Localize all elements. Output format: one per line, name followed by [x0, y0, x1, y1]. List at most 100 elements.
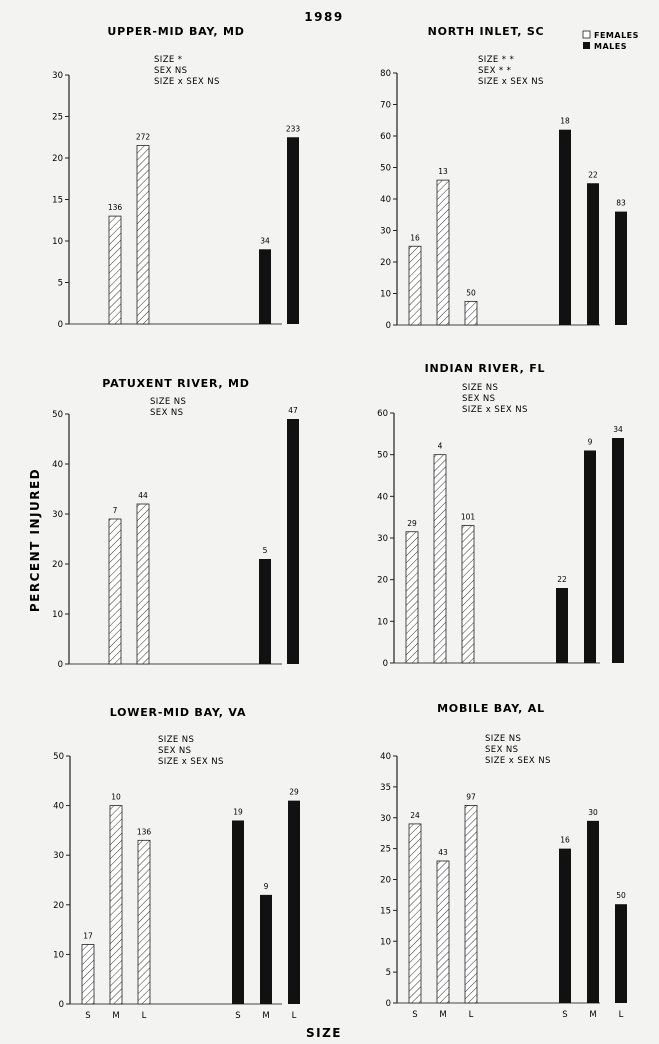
bar-female [405, 531, 419, 664]
bar-n-label: 22 [588, 170, 598, 179]
bar-n-label: 34 [613, 425, 623, 434]
y-tick-label: 10 [377, 617, 388, 627]
bar-n-label: 50 [616, 891, 626, 900]
bar-female [433, 454, 447, 664]
bar-female [109, 805, 123, 1005]
x-size-label: S [412, 1010, 417, 1020]
panel-title: MOBILE BAY, AL [437, 702, 545, 715]
bar-male [615, 211, 627, 325]
panel-stat: SEX NS [158, 746, 191, 756]
bar-female [136, 503, 150, 665]
bar-n-label: 29 [289, 788, 299, 797]
bar-male [288, 800, 300, 1004]
x-size-label: M [262, 1011, 269, 1021]
panel-stat: SEX NS [462, 394, 495, 404]
bar-male [559, 129, 571, 325]
bar-n-label: 7 [113, 506, 118, 515]
bar-male [587, 820, 599, 1003]
y-tick-label: 0 [58, 660, 63, 670]
panel-stat: SIZE NS [462, 383, 498, 393]
panel-stat: SEX NS [150, 408, 183, 418]
bar-n-label: 30 [588, 808, 598, 817]
bar-female [461, 525, 475, 664]
bar-male [587, 183, 599, 325]
bar-n-label: 22 [557, 575, 567, 584]
x-size-label: L [619, 1010, 624, 1020]
bar-male [259, 559, 271, 664]
y-tick-label: 20 [52, 560, 63, 570]
y-tick-label: 20 [377, 576, 388, 586]
legend-females-label: FEMALES [594, 31, 639, 40]
y-tick-label: 0 [383, 659, 388, 669]
y-tick-label: 35 [380, 783, 391, 793]
bar-male [260, 894, 272, 1004]
bar-n-label: 47 [288, 406, 298, 415]
y-tick-label: 10 [380, 937, 391, 947]
figure-ylabel: PERCENT INJURED [28, 468, 42, 612]
y-tick-label: 40 [380, 195, 391, 205]
bar-n-label: 233 [286, 124, 301, 133]
y-tick-label: 40 [52, 460, 63, 470]
bar-male [559, 848, 571, 1003]
panel-title: INDIAN RIVER, FL [425, 362, 546, 375]
panel-title: PATUXENT RIVER, MD [102, 377, 249, 390]
x-size-label: M [439, 1010, 446, 1020]
y-tick-label: 10 [53, 950, 64, 960]
legend-males-swatch [583, 42, 590, 49]
bar-n-label: 44 [138, 491, 148, 500]
y-tick-label: 5 [58, 279, 63, 289]
panel-stat: SIZE x SEX NS [478, 77, 544, 87]
panel-stat: SIZE * * [478, 55, 514, 65]
bar-male [232, 820, 244, 1004]
y-tick-label: 0 [58, 320, 63, 330]
panel-stat: SIZE NS [485, 734, 521, 744]
y-tick-label: 40 [53, 802, 64, 812]
y-tick-label: 30 [52, 71, 63, 81]
bar-n-label: 101 [461, 513, 476, 522]
y-tick-label: 40 [380, 752, 391, 762]
y-tick-label: 0 [59, 1000, 64, 1010]
y-tick-label: 50 [377, 451, 388, 461]
x-size-label: L [469, 1010, 474, 1020]
bar-n-label: 16 [560, 836, 570, 845]
bar-n-label: 10 [111, 793, 121, 802]
y-tick-label: 30 [380, 814, 391, 824]
y-tick-label: 30 [53, 851, 64, 861]
y-tick-label: 20 [52, 154, 63, 164]
bar-male [612, 438, 624, 663]
bar-n-label: 43 [438, 848, 448, 857]
panel-stat: SIZE * [154, 55, 182, 65]
figure-year: 1989 [304, 10, 343, 24]
y-tick-label: 30 [377, 534, 388, 544]
bar-n-label: 50 [466, 288, 476, 297]
bar-n-label: 24 [410, 811, 420, 820]
panel-title: UPPER-MID BAY, MD [107, 25, 244, 38]
y-tick-label: 60 [377, 409, 388, 419]
panel-stat: SIZE x SEX NS [158, 757, 224, 767]
panel-stat: SIZE x SEX NS [485, 756, 551, 766]
panel-stat: SEX NS [485, 745, 518, 755]
bar-male [259, 249, 271, 324]
y-tick-label: 15 [380, 906, 391, 916]
bar-n-label: 17 [83, 931, 93, 940]
y-tick-label: 80 [380, 69, 391, 79]
bar-female [81, 944, 95, 1005]
y-tick-label: 0 [386, 321, 391, 331]
bar-female [108, 215, 122, 325]
panel-stat: SIZE x SEX NS [154, 77, 220, 87]
figure-legend: FEMALES MALES [582, 30, 639, 51]
bar-female [137, 839, 151, 1005]
bar-n-label: 83 [616, 199, 626, 208]
chart-panel: NORTH INLET, SC SIZE * *SEX * *SIZE x SEX… [380, 25, 627, 331]
y-tick-label: 25 [52, 113, 63, 123]
x-size-label: L [292, 1011, 297, 1021]
bar-n-label: 9 [264, 882, 269, 891]
bar-n-label: 136 [108, 203, 123, 212]
x-size-label: S [235, 1011, 240, 1021]
bar-n-label: 34 [260, 236, 270, 245]
